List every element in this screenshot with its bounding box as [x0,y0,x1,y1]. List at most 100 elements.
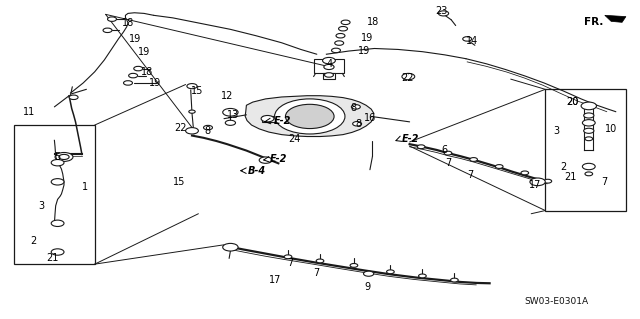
Text: 13: 13 [227,110,239,121]
Circle shape [463,37,472,41]
Circle shape [103,28,112,33]
Text: 12: 12 [221,91,233,101]
Text: 17: 17 [529,180,541,190]
Polygon shape [245,96,374,137]
Text: 2: 2 [561,161,567,172]
Circle shape [582,163,595,170]
Text: 21: 21 [564,172,577,182]
Text: 10: 10 [605,124,617,134]
Text: 18: 18 [141,67,153,77]
Circle shape [402,73,415,80]
Text: 7: 7 [314,268,320,278]
Text: FR.: FR. [584,17,603,27]
Text: 14: 14 [466,36,478,47]
Circle shape [129,73,138,78]
Circle shape [51,249,64,255]
Text: 16: 16 [364,113,376,123]
Circle shape [124,81,132,85]
Circle shape [341,20,350,25]
Text: 7: 7 [287,258,293,268]
Circle shape [223,243,238,251]
Text: 18: 18 [367,17,380,27]
Circle shape [364,271,374,276]
Circle shape [275,99,345,134]
Circle shape [59,154,69,160]
Text: 19: 19 [148,78,161,88]
Text: 5: 5 [54,152,61,162]
Circle shape [470,158,477,161]
Circle shape [332,48,340,53]
Text: 15: 15 [191,86,204,96]
Text: E-2: E-2 [274,116,291,126]
Text: E-2: E-2 [402,134,419,144]
Text: 7: 7 [467,170,474,181]
Circle shape [134,66,143,71]
Circle shape [51,179,64,185]
Circle shape [544,179,552,183]
Circle shape [419,274,426,278]
Circle shape [584,128,594,133]
Circle shape [324,73,333,77]
Circle shape [438,11,449,16]
Circle shape [69,95,78,100]
Text: 22: 22 [401,73,414,83]
Circle shape [521,171,529,175]
Circle shape [108,17,116,21]
Text: 3: 3 [553,126,559,136]
Text: B-4: B-4 [248,166,266,176]
Text: 3: 3 [38,201,45,211]
Circle shape [444,151,452,155]
Circle shape [285,104,334,129]
Text: 20: 20 [566,97,578,107]
Text: 24: 24 [288,134,300,144]
Text: 22: 22 [174,122,187,133]
Text: 11: 11 [23,107,35,117]
Text: 7: 7 [445,158,451,168]
Text: 19: 19 [138,47,150,57]
Polygon shape [605,15,626,22]
Text: 19: 19 [129,34,141,44]
Circle shape [324,64,334,70]
Circle shape [187,84,197,89]
Text: 8: 8 [350,103,356,114]
Circle shape [417,145,425,149]
Bar [262,116,276,122]
Circle shape [495,165,503,168]
Bar [545,89,626,211]
Circle shape [585,172,593,176]
Text: 7: 7 [602,177,608,187]
Circle shape [186,128,198,134]
Text: 21: 21 [46,253,58,263]
Circle shape [261,115,274,122]
Circle shape [339,26,348,31]
Text: E-2: E-2 [270,154,287,165]
Circle shape [353,122,362,126]
Circle shape [259,157,272,163]
Circle shape [189,110,195,113]
Text: SW03-E0301A: SW03-E0301A [525,297,589,306]
Text: 2: 2 [31,236,37,246]
Bar [14,125,95,264]
Circle shape [581,102,596,110]
Text: 17: 17 [269,275,281,285]
Text: 19: 19 [358,46,371,56]
Circle shape [55,152,73,161]
Circle shape [584,113,594,118]
Text: 1: 1 [82,182,88,192]
Circle shape [323,57,335,64]
Bar [314,59,344,73]
Text: 4: 4 [326,59,333,69]
Circle shape [351,105,360,109]
Circle shape [335,41,344,45]
Circle shape [223,108,238,116]
Circle shape [204,125,212,130]
Circle shape [51,220,64,226]
Circle shape [585,137,593,141]
Circle shape [336,33,345,38]
Text: 19: 19 [361,33,373,43]
Text: 18: 18 [122,18,134,28]
Circle shape [582,120,595,126]
Text: 8: 8 [356,119,362,130]
Circle shape [350,263,358,267]
Circle shape [451,278,458,282]
